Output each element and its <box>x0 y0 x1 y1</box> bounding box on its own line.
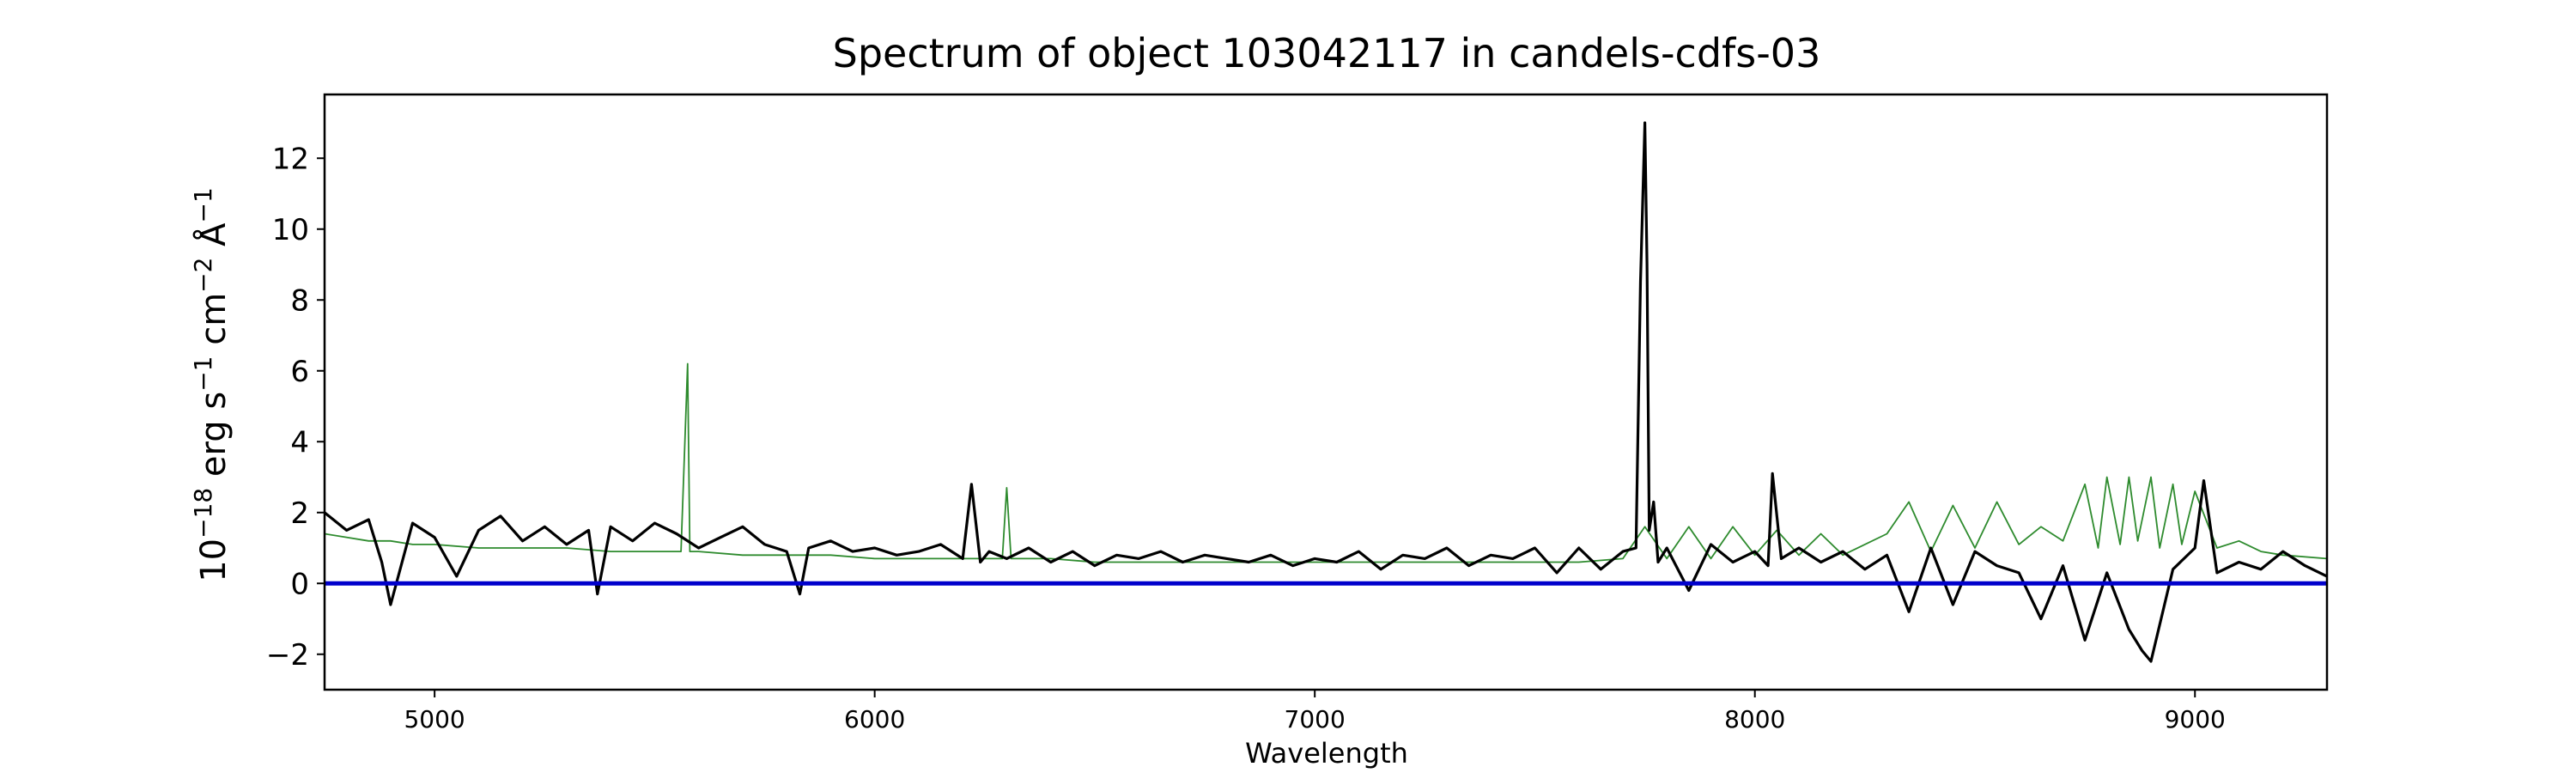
series-group <box>325 121 2327 663</box>
chart-title: Spectrum of object 103042117 in candels-… <box>833 30 1821 76</box>
y-tick-label--2: −2 <box>266 638 309 673</box>
observed-series-line <box>325 121 2327 663</box>
plot-frame <box>323 93 2329 691</box>
x-tick-label-7000: 7000 <box>1285 705 1346 733</box>
axes: 5000 6000 7000 8000 9000 −2 0 2 4 6 8 10 12 <box>266 93 2329 733</box>
plot-area <box>325 121 2327 663</box>
y-label-exponent: −18 <box>189 488 217 539</box>
y-tick-label-0: 0 <box>290 567 309 601</box>
y-tick-label-4: 4 <box>290 425 309 460</box>
y-tick-label-8: 8 <box>290 283 309 318</box>
x-axis-label: Wavelength <box>1245 737 1408 770</box>
y-tick-label-2: 2 <box>290 496 309 531</box>
y-tick-label-10: 10 <box>272 213 309 247</box>
y-tick-label-6: 6 <box>290 355 309 389</box>
model-series-line <box>325 362 2327 563</box>
y-label-text: cm <box>194 293 234 356</box>
y-label-text: erg s <box>194 392 234 488</box>
y-label-exponent: −1 <box>189 187 217 222</box>
y-axis-label: 10−18 erg s−1 cm−2 Å−1 <box>189 187 234 582</box>
y-label-exponent: −1 <box>189 356 217 392</box>
x-tick-label-9000: 9000 <box>2165 705 2226 733</box>
y-label-text: 10 <box>194 539 234 582</box>
y-tick-label-12: 12 <box>272 142 309 176</box>
x-tick-label-6000: 6000 <box>844 705 905 733</box>
x-tick-label-5000: 5000 <box>404 705 465 733</box>
x-tick-label-8000: 8000 <box>1724 705 1785 733</box>
y-label-exponent: −2 <box>189 258 217 293</box>
y-label-text: Å <box>192 222 234 258</box>
